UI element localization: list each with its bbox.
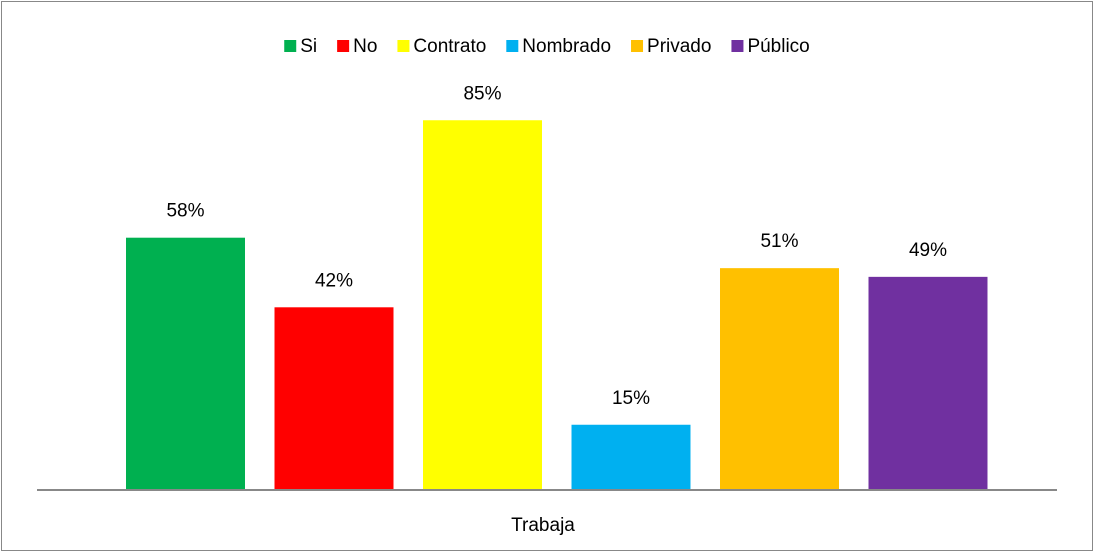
bar bbox=[423, 120, 542, 490]
legend-swatch bbox=[731, 40, 744, 52]
data-label: 85% bbox=[463, 83, 501, 104]
legend-swatch bbox=[506, 40, 519, 52]
bar bbox=[720, 268, 839, 490]
x-category-label: Trabaja bbox=[511, 515, 575, 536]
data-label: 49% bbox=[909, 240, 947, 261]
data-label: 42% bbox=[315, 270, 353, 291]
legend-swatch bbox=[397, 40, 410, 52]
legend-swatch bbox=[631, 40, 644, 52]
bar bbox=[274, 307, 394, 490]
legend-label: Público bbox=[747, 36, 809, 57]
data-label: 58% bbox=[166, 201, 204, 222]
legend-swatch bbox=[337, 40, 350, 52]
legend-swatch bbox=[284, 40, 297, 52]
legend-label: Privado bbox=[647, 36, 711, 57]
legend-label: Si bbox=[300, 36, 317, 57]
legend-label: Nombrado bbox=[522, 36, 611, 57]
bar bbox=[571, 424, 691, 490]
legend-label: No bbox=[353, 36, 377, 57]
data-label: 15% bbox=[612, 388, 650, 409]
bar bbox=[868, 276, 988, 490]
data-label: 51% bbox=[760, 231, 798, 252]
bar bbox=[126, 237, 245, 490]
legend-label: Contrato bbox=[413, 36, 486, 57]
